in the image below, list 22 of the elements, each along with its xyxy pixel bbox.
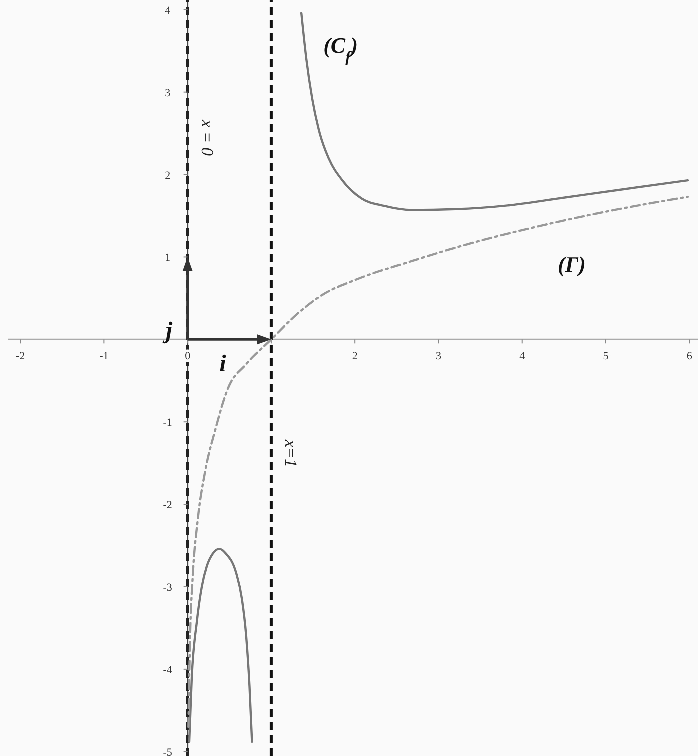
y-tick-label: 4 xyxy=(165,4,172,17)
annotation: j⃗ xyxy=(162,318,192,344)
y-tick-label: -4 xyxy=(163,664,173,676)
ref-line-label: x=1 xyxy=(281,439,300,468)
x-tick-label: 5 xyxy=(603,350,610,363)
ref-line-label: x = 0 xyxy=(198,119,217,157)
y-tick-label: -3 xyxy=(163,582,173,594)
y-tick-label: -1 xyxy=(163,417,172,430)
x-tick-label: 6 xyxy=(686,350,693,363)
y-tick-label: 3 xyxy=(165,87,172,100)
series-label: (C$_{f}$) xyxy=(324,33,358,66)
annotation: i⃗ xyxy=(220,352,245,378)
y-tick-label: 1 xyxy=(165,252,171,264)
y-tick-label: -2 xyxy=(163,500,172,512)
x-tick-label: -2 xyxy=(16,350,26,363)
x-tick-label: -1 xyxy=(100,350,109,363)
series-label: (Γ) xyxy=(558,252,586,278)
x-tick-label: 2 xyxy=(352,350,358,363)
x-tick-label: 3 xyxy=(436,350,442,363)
y-tick-label: -5 xyxy=(163,746,173,756)
y-tick-label: 2 xyxy=(165,170,171,182)
x-tick-label: 4 xyxy=(520,350,526,363)
